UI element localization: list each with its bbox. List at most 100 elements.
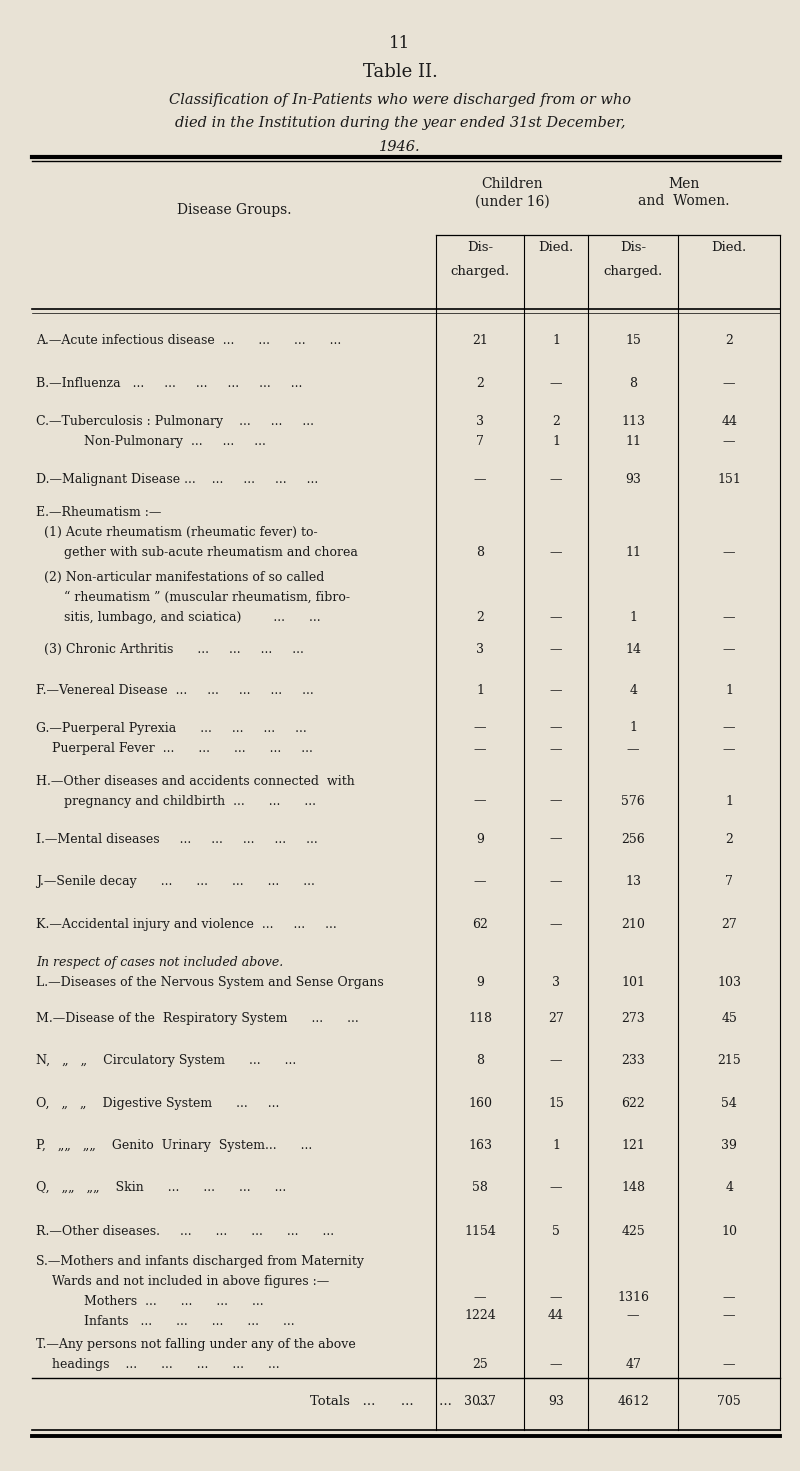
Text: I.—Mental diseases     ...     ...     ...     ...     ...: I.—Mental diseases ... ... ... ... ... [36,833,318,846]
Text: 39: 39 [722,1139,737,1152]
Text: “ rheumatism ” (muscular rheumatism, fibro-: “ rheumatism ” (muscular rheumatism, fib… [36,591,350,605]
Text: 148: 148 [621,1181,645,1194]
Text: Non-Pulmonary  ...     ...     ...: Non-Pulmonary ... ... ... [36,435,266,447]
Text: —: — [474,721,486,734]
Text: P,   „„   „„    Genito  Urinary  System...      ...: P, „„ „„ Genito Urinary System... ... [36,1139,312,1152]
Text: —: — [550,643,562,656]
Text: sitis, lumbago, and sciatica)        ...      ...: sitis, lumbago, and sciatica) ... ... [36,610,321,624]
Text: —: — [723,435,735,447]
Text: 11: 11 [390,35,410,53]
Text: 13: 13 [626,875,641,888]
Text: —: — [627,744,639,756]
Text: 9: 9 [476,975,484,989]
Text: 8: 8 [629,377,637,390]
Text: (1) Acute rheumatism (rheumatic fever) to-: (1) Acute rheumatism (rheumatic fever) t… [36,527,318,540]
Text: 93: 93 [548,1395,564,1408]
Text: —: — [474,1292,486,1303]
Text: 3: 3 [552,975,560,989]
Text: —: — [723,721,735,734]
Text: —: — [723,744,735,756]
Text: 256: 256 [622,833,645,846]
Text: 2: 2 [726,334,733,347]
Text: 121: 121 [622,1139,645,1152]
Text: M.—Disease of the  Respiratory System      ...      ...: M.—Disease of the Respiratory System ...… [36,1012,358,1025]
Text: —: — [550,472,562,485]
Text: 1224: 1224 [464,1309,496,1322]
Text: 44: 44 [548,1309,564,1322]
Text: gether with sub-acute rheumatism and chorea: gether with sub-acute rheumatism and cho… [36,546,358,559]
Text: 4612: 4612 [618,1395,649,1408]
Text: —: — [550,1292,562,1303]
Text: 425: 425 [622,1225,645,1237]
Text: 1: 1 [552,1139,560,1152]
Text: 1154: 1154 [464,1225,496,1237]
Text: Classification of In-Patients who were discharged from or who: Classification of In-Patients who were d… [169,93,631,107]
Text: —: — [474,472,486,485]
Text: 44: 44 [722,415,738,428]
Text: —: — [550,684,562,697]
Text: —: — [723,1292,735,1303]
Text: 705: 705 [718,1395,741,1408]
Text: N,   „   „    Circulatory System      ...      ...: N, „ „ Circulatory System ... ... [36,1055,296,1068]
Text: 45: 45 [722,1012,737,1025]
Text: 215: 215 [718,1055,741,1068]
Text: died in the Institution during the year ended 31st December,: died in the Institution during the year … [174,116,626,131]
Text: 2: 2 [552,415,560,428]
Text: 233: 233 [622,1055,645,1068]
Text: 2: 2 [476,610,484,624]
Text: Mothers  ...      ...      ...      ...: Mothers ... ... ... ... [36,1294,264,1308]
Text: —: — [723,546,735,559]
Text: 7: 7 [476,435,484,447]
Text: 21: 21 [472,334,488,347]
Text: E.—Rheumatism :—: E.—Rheumatism :— [36,506,162,519]
Text: 15: 15 [626,334,641,347]
Text: 15: 15 [548,1096,564,1109]
Text: 8: 8 [476,546,484,559]
Text: 9: 9 [476,833,484,846]
Text: L.—Diseases of the Nervous System and Sense Organs: L.—Diseases of the Nervous System and Se… [36,975,384,989]
Text: —: — [474,744,486,756]
Text: (3) Chronic Arthritis      ...     ...     ...     ...: (3) Chronic Arthritis ... ... ... ... [36,643,304,656]
Text: —: — [550,875,562,888]
Text: 93: 93 [626,472,641,485]
Text: F.—Venereal Disease  ...     ...     ...     ...     ...: F.—Venereal Disease ... ... ... ... ... [36,684,314,697]
Text: 7: 7 [726,875,733,888]
Text: —: — [723,1309,735,1322]
Text: Q,   „„   „„    Skin      ...      ...      ...      ...: Q, „„ „„ Skin ... ... ... ... [36,1181,286,1194]
Text: 3037: 3037 [464,1395,496,1408]
Text: 1: 1 [725,684,733,697]
Text: 25: 25 [472,1358,488,1371]
Text: —: — [723,1358,735,1371]
Text: T.—Any persons not falling under any of the above: T.—Any persons not falling under any of … [36,1337,356,1350]
Text: 118: 118 [468,1012,492,1025]
Text: —: — [550,1055,562,1068]
Text: Dis-: Dis- [467,241,493,254]
Text: K.—Accidental injury and violence  ...     ...     ...: K.—Accidental injury and violence ... ..… [36,918,337,931]
Text: Puerperal Fever  ...      ...      ...      ...     ...: Puerperal Fever ... ... ... ... ... [36,743,313,755]
Text: 5: 5 [552,1225,560,1237]
Text: (2) Non-articular manifestations of so called: (2) Non-articular manifestations of so c… [36,571,324,584]
Text: 1: 1 [552,435,560,447]
Text: and  Women.: and Women. [638,194,730,209]
Text: 273: 273 [622,1012,645,1025]
Text: O,   „   „    Digestive System      ...     ...: O, „ „ Digestive System ... ... [36,1096,279,1109]
Text: G.—Puerperal Pyrexia      ...     ...     ...     ...: G.—Puerperal Pyrexia ... ... ... ... [36,722,306,736]
Text: 151: 151 [718,472,741,485]
Text: Died.: Died. [711,241,747,254]
Text: D.—Malignant Disease ...    ...     ...     ...     ...: D.—Malignant Disease ... ... ... ... ... [36,472,318,485]
Text: 1946.: 1946. [379,140,421,154]
Text: 27: 27 [548,1012,564,1025]
Text: 11: 11 [626,546,641,559]
Text: 113: 113 [621,415,645,428]
Text: Wards and not included in above figures :—: Wards and not included in above figures … [36,1275,330,1289]
Text: 62: 62 [472,918,488,931]
Text: —: — [550,610,562,624]
Text: B.—Influenza   ...     ...     ...     ...     ...     ...: B.—Influenza ... ... ... ... ... ... [36,377,302,390]
Text: H.—Other diseases and accidents connected  with: H.—Other diseases and accidents connecte… [36,775,354,788]
Text: Children: Children [481,177,543,191]
Text: —: — [474,794,486,808]
Text: —: — [550,833,562,846]
Text: —: — [550,1181,562,1194]
Text: (under 16): (under 16) [474,194,550,209]
Text: 1: 1 [476,684,484,697]
